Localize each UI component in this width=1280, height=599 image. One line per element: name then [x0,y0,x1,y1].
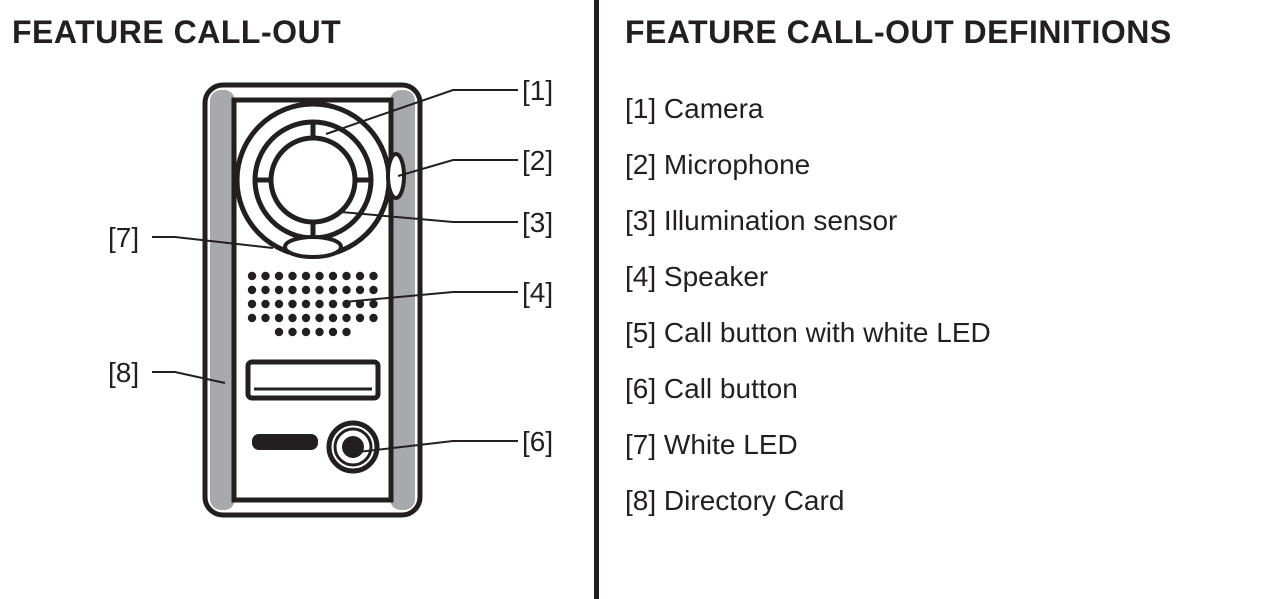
definition-number: [7] [625,429,656,460]
definition-text: Camera [664,93,764,124]
speaker-hole [329,272,337,280]
speaker-hole [261,300,269,308]
speaker-hole [288,286,296,294]
definition-text: Speaker [664,261,768,292]
definition-3: [3] Illumination sensor [625,205,897,237]
definition-number: [5] [625,317,656,348]
definition-text: Call button with white LED [664,317,991,348]
speaker-hole [315,300,323,308]
definition-1: [1] Camera [625,93,764,125]
brand-plate [252,434,318,450]
speaker-hole [342,272,350,280]
speaker-hole [302,286,310,294]
speaker-hole [275,272,283,280]
speaker-hole [261,314,269,322]
speaker-hole [369,314,377,322]
callout-3: [3] [522,207,553,239]
definition-number: [6] [625,373,656,404]
speaker-hole [315,272,323,280]
speaker-hole [329,314,337,322]
speaker-hole [248,272,256,280]
speaker-hole [315,314,323,322]
speaker-hole [302,314,310,322]
speaker-hole [315,328,323,336]
definition-text: Illumination sensor [664,205,897,236]
speaker-hole [315,286,323,294]
definition-4: [4] Speaker [625,261,768,293]
definition-6: [6] Call button [625,373,798,405]
definition-number: [3] [625,205,656,236]
callout-2: [2] [522,145,553,177]
speaker-hole [248,314,256,322]
illumination-window [285,237,341,257]
speaker-hole [302,300,310,308]
speaker-hole [275,286,283,294]
speaker-hole [369,300,377,308]
speaker-hole [302,272,310,280]
definition-number: [2] [625,149,656,180]
definition-2: [2] Microphone [625,149,810,181]
definition-number: [1] [625,93,656,124]
speaker-hole [329,328,337,336]
definition-5: [5] Call button with white LED [625,317,991,349]
speaker-hole [261,286,269,294]
speaker-hole [288,314,296,322]
definition-number: [8] [625,485,656,516]
callout-8: [8] [108,357,139,389]
speaker-hole [275,300,283,308]
speaker-hole [329,300,337,308]
speaker-hole [342,328,350,336]
speaker-hole [248,300,256,308]
definition-text: Call button [664,373,798,404]
speaker-hole [356,314,364,322]
speaker-hole [288,300,296,308]
speaker-hole [369,286,377,294]
speaker-hole [369,272,377,280]
camera-lens [271,138,355,222]
callout-7: [7] [108,222,139,254]
device-left-col [210,90,235,510]
speaker-hole [329,286,337,294]
microphone [388,154,404,198]
speaker-hole [342,286,350,294]
speaker-hole [275,314,283,322]
speaker-hole [356,286,364,294]
definition-7: [7] White LED [625,429,798,461]
speaker-hole [356,272,364,280]
speaker-hole [248,286,256,294]
page: FEATURE CALL-OUT FEATURE CALL-OUT DEFINI… [0,0,1280,599]
speaker-hole [275,328,283,336]
speaker-hole [261,272,269,280]
callout-6: [6] [522,426,553,458]
callout-4: [4] [522,277,553,309]
definition-8: [8] Directory Card [625,485,844,517]
callout-1: [1] [522,75,553,107]
definition-text: White LED [664,429,798,460]
call-button [342,436,364,458]
speaker-hole [342,314,350,322]
definition-number: [4] [625,261,656,292]
speaker-hole [302,328,310,336]
directory-card [248,362,378,398]
speaker-hole [288,272,296,280]
definition-text: Directory Card [664,485,844,516]
definition-text: Microphone [664,149,810,180]
speaker-hole [288,328,296,336]
